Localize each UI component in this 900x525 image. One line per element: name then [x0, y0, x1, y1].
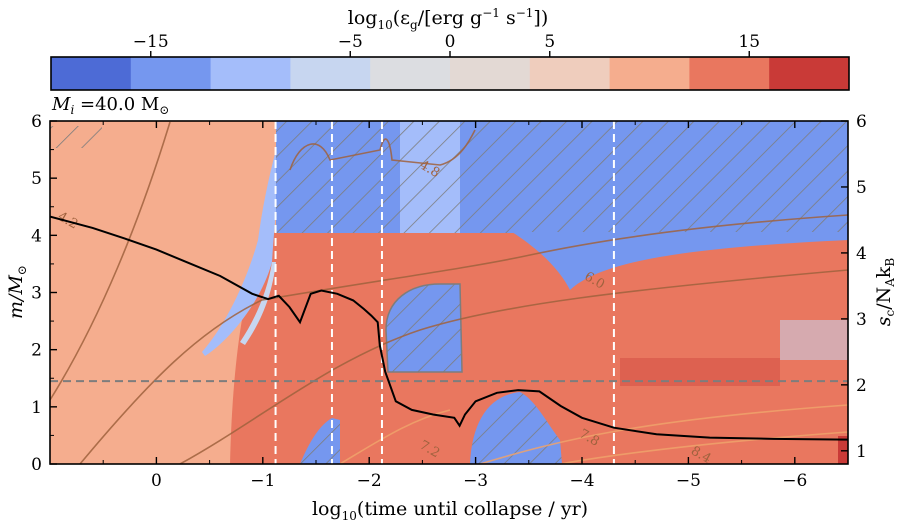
y-tick-label: 2	[31, 341, 42, 361]
colorbar-bin	[689, 57, 770, 90]
x-tick-label: −1	[250, 471, 275, 491]
colorbar-label: log10(εg/[erg g−1 s−1])	[348, 6, 548, 32]
colorbar-bin	[769, 57, 850, 90]
convective-zone-shell-2	[470, 392, 562, 464]
y2-tick-label: 3	[856, 310, 867, 330]
initial-mass-annotation: Mi =40.0 M⊙	[51, 94, 169, 117]
contour-line-2	[79, 299, 263, 464]
region-noisy-patch	[780, 320, 848, 360]
colorbar-bin	[130, 57, 212, 90]
y-tick-label: 1	[31, 398, 42, 418]
colorbar-bin	[609, 57, 690, 90]
colorbar-bin	[290, 57, 371, 90]
x-tick-label: −2	[357, 471, 382, 491]
heatmap-area: 4.24.86.07.2 7.88.4	[50, 121, 848, 464]
y2-axis-label: sc/NAkB	[873, 258, 897, 327]
y-axis-label: m/M⊙	[5, 265, 29, 319]
contour-line-3	[261, 214, 848, 301]
x-tick-label: 0	[151, 471, 162, 491]
y2-tick-label: 2	[856, 376, 867, 396]
y2-tick-label: 1	[856, 442, 867, 462]
colorbar-ticks: −15 −5 0 5 15	[133, 32, 760, 57]
x-axis-ticks: 0 −1 −2 −3 −4 −5 −6	[102, 121, 849, 491]
region-nuclear-burning	[230, 232, 848, 464]
y-tick-label: 5	[31, 169, 42, 189]
x-tick-label: −4	[569, 471, 594, 491]
colorbar-tick-label: 15	[738, 32, 760, 52]
contour-line-6	[479, 404, 848, 464]
x-tick-label: −6	[782, 471, 807, 491]
y2-tick-label: 4	[856, 244, 867, 264]
x-axis-label: log10(time until collapse / yr)	[312, 498, 588, 523]
colorbar-tick-label: 5	[544, 32, 555, 52]
y-tick-label: 3	[31, 284, 42, 304]
colorbar-bin	[529, 57, 611, 90]
contour-line-4	[179, 269, 848, 464]
contour-line-5	[289, 129, 476, 171]
colorbar-tick-label: −15	[133, 32, 169, 52]
contour-line-1	[50, 121, 171, 401]
colorbar-tiles	[51, 57, 850, 90]
region-cooling-edge	[240, 262, 276, 345]
region-hot-core	[838, 436, 848, 464]
region-envelope-wedge	[512, 232, 848, 290]
contour-line-7	[559, 431, 848, 464]
convective-zone-upper	[276, 121, 848, 233]
colorbar-bin	[370, 57, 451, 90]
region-cooling-tongue	[202, 148, 282, 356]
y2-tick-label: 5	[856, 178, 867, 198]
colorbar: log10(εg/[erg g−1 s−1]) −15 −5 0 5 15	[50, 6, 850, 91]
contour-line-8	[339, 409, 451, 464]
y-tick-label: 6	[31, 112, 42, 132]
x-tick-label: −3	[463, 471, 488, 491]
colorbar-bin	[210, 57, 291, 90]
colorbar-bin	[51, 57, 132, 90]
series-central-entropy	[50, 215, 848, 441]
colorbar-tick-label: 0	[445, 32, 456, 52]
colorbar-bin	[450, 57, 531, 90]
convective-zone-surface	[50, 126, 102, 148]
y2-axis-ticks: 1 2 3 4 5 6	[841, 112, 867, 462]
contour-lines	[50, 121, 848, 464]
y-axis-ticks: 0 1 2 3 4 5 6	[31, 112, 57, 475]
x-tick-label: −5	[676, 471, 701, 491]
colorbar-tick-label: −5	[338, 32, 363, 52]
y2-tick-label: 6	[856, 112, 867, 132]
y-tick-label: 0	[31, 455, 42, 475]
contour-lines-inner	[339, 404, 848, 464]
convective-zone-shell-1	[300, 418, 340, 464]
y-tick-label: 4	[31, 226, 42, 246]
